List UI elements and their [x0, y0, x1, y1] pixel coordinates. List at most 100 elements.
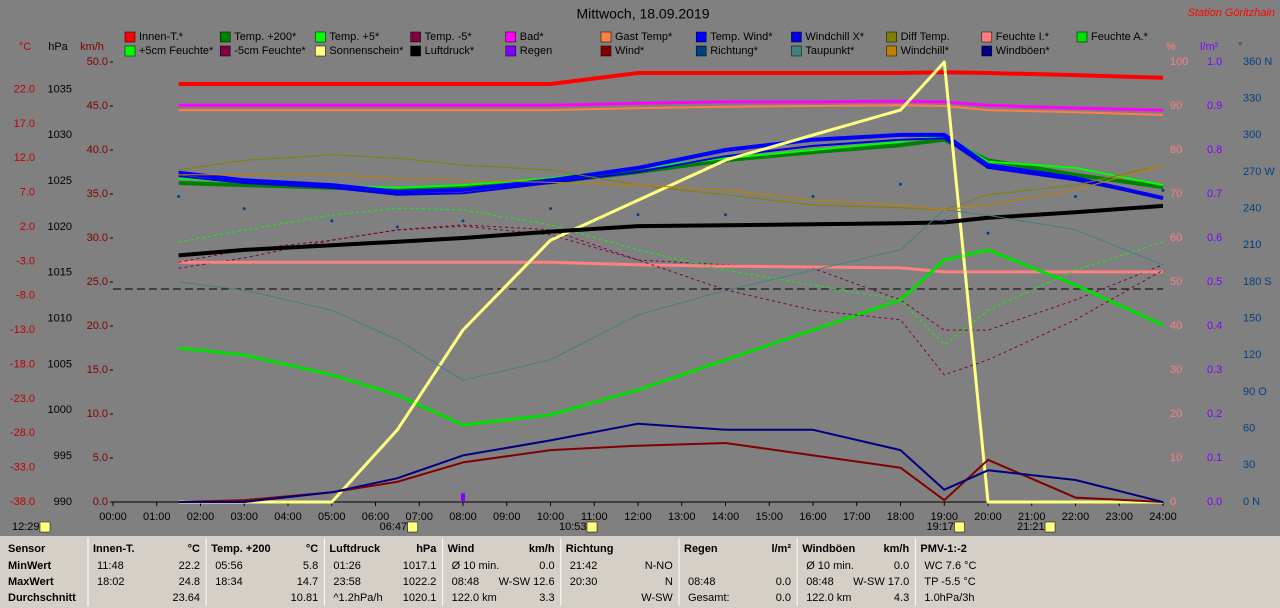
legend-swatch — [695, 31, 707, 43]
y-tick-label: 1035 — [48, 83, 72, 95]
legend-swatch — [315, 45, 326, 57]
y-tick-label: 0.5 — [1207, 276, 1222, 288]
table-group-title: Wind — [448, 543, 475, 555]
y-tick-label: 0.6 — [1207, 232, 1222, 244]
y-tick-label: 10 — [1170, 452, 1182, 464]
y-tick-label: 12.0 — [14, 152, 35, 164]
y-tick-label: 22.0 — [14, 83, 35, 95]
series-line — [178, 248, 1164, 427]
legend-swatch — [791, 31, 802, 43]
legend-swatch — [886, 31, 897, 43]
table-cell: 3.3 — [539, 592, 554, 604]
table-cell: 4.3 — [894, 592, 909, 604]
y-tick-label: -38.0 — [10, 496, 35, 508]
legend-swatch — [600, 31, 612, 43]
legend-swatch — [791, 45, 802, 57]
time-marker: 10:53 — [559, 521, 587, 533]
table-cell: 24.8 — [179, 576, 200, 588]
y-tick-label: 0.9 — [1207, 100, 1222, 112]
legend-label: Feuchte I.* — [996, 31, 1050, 43]
table-cell: N-NO — [645, 560, 674, 572]
y-tick-label: 0.2 — [1207, 408, 1222, 420]
table-row-label: Durchschnitt — [8, 592, 76, 604]
y-tick-label: 0.8 — [1207, 144, 1222, 156]
y-tick-label: 15.0 — [87, 364, 108, 376]
table-cell: 0.0 — [776, 592, 791, 604]
y-tick-label: 90 O — [1243, 386, 1267, 398]
direction-dot — [636, 213, 640, 217]
table-cell: 0.0 — [894, 560, 909, 572]
y-tick-label: 210 — [1243, 239, 1261, 251]
y-tick-label: 240 — [1243, 203, 1261, 215]
series-line — [178, 104, 1164, 116]
y-tick-label: 1020 — [48, 221, 72, 233]
y-tick-label: 1015 — [48, 267, 72, 279]
legend-swatch — [600, 45, 612, 57]
y-tick-label: 40 — [1170, 320, 1182, 332]
y-tick-label: 1010 — [48, 313, 72, 325]
y-tick-label: 50 — [1170, 276, 1182, 288]
x-tick-label: 20:00 — [974, 511, 1002, 523]
table-cell: 1022.2 — [403, 576, 437, 588]
y-tick-label: 150 — [1243, 313, 1261, 325]
series-line — [178, 99, 1164, 112]
table-cell: 08:48 — [452, 576, 480, 588]
table-group-unit: l/m² — [771, 543, 791, 555]
legend-label: Temp. +5* — [329, 31, 380, 43]
legend-label: Regen — [520, 45, 552, 57]
table-cell: 22.2 — [179, 560, 200, 572]
y-tick-label: 50.0 — [87, 56, 108, 68]
y-tick-label: 70 — [1170, 188, 1182, 200]
y-tick-label: 0.1 — [1207, 452, 1222, 464]
y-tick-label: 80 — [1170, 144, 1182, 156]
legend-label: Luftdruck* — [425, 45, 475, 57]
time-marker: 12:29 — [12, 521, 40, 533]
table-cell: 08:48 — [806, 576, 834, 588]
table-cell: W-SW — [641, 592, 673, 604]
legend-swatch — [410, 31, 421, 43]
x-tick-label: 18:00 — [887, 511, 915, 523]
x-tick-label: 21:00 — [1018, 511, 1046, 523]
direction-dot — [461, 219, 465, 223]
y-tick-label: 300 — [1243, 129, 1261, 141]
table-cell: 01:26 — [333, 560, 361, 572]
table-group-title: Regen — [684, 543, 718, 555]
legend-swatch — [219, 45, 231, 57]
legend-swatch — [695, 45, 707, 57]
series-line — [178, 70, 1164, 86]
direction-dot — [242, 207, 246, 211]
direction-dot — [395, 225, 399, 229]
axis-unit: ° — [1238, 41, 1242, 53]
y-tick-label: 270 W — [1243, 166, 1275, 178]
direction-dot — [942, 219, 946, 223]
direction-dot — [1074, 194, 1077, 198]
x-tick-label: 03:00 — [230, 511, 258, 523]
legend-label: Taupunkt* — [805, 45, 855, 57]
table-cell: 05:56 — [215, 560, 243, 572]
legend-swatch — [315, 31, 326, 43]
x-tick-label: 24:00 — [1149, 511, 1177, 523]
table-cell: TP -5.5 °C — [924, 576, 975, 588]
time-marker-icon — [586, 521, 598, 533]
axis-unit: km/h — [80, 41, 104, 53]
y-tick-label: 1025 — [48, 175, 72, 187]
y-tick-label: 45.0 — [87, 100, 108, 112]
table-group-unit: °C — [188, 543, 200, 555]
table-group-unit: km/h — [884, 543, 910, 555]
legend-swatch — [410, 45, 421, 57]
table-cell: 18:34 — [215, 576, 243, 588]
y-tick-label: -18.0 — [10, 358, 35, 370]
x-tick-label: 11:00 — [581, 511, 608, 523]
table-cell: Ø 10 min. — [452, 560, 500, 572]
x-tick-label: 00:00 — [99, 511, 127, 523]
y-tick-label: -23.0 — [10, 393, 35, 405]
x-tick-label: 12:00 — [624, 511, 652, 523]
table-group-unit: km/h — [529, 543, 555, 555]
table-cell: 21:42 — [570, 560, 598, 572]
table-cell: 11:48 — [97, 560, 124, 572]
table-cell: N — [665, 576, 673, 588]
y-tick-label: 0.0 — [1207, 496, 1222, 508]
table-cell: 0.0 — [539, 560, 554, 572]
legend-swatch — [981, 31, 993, 43]
table-cell: 122.0 km — [806, 592, 851, 604]
